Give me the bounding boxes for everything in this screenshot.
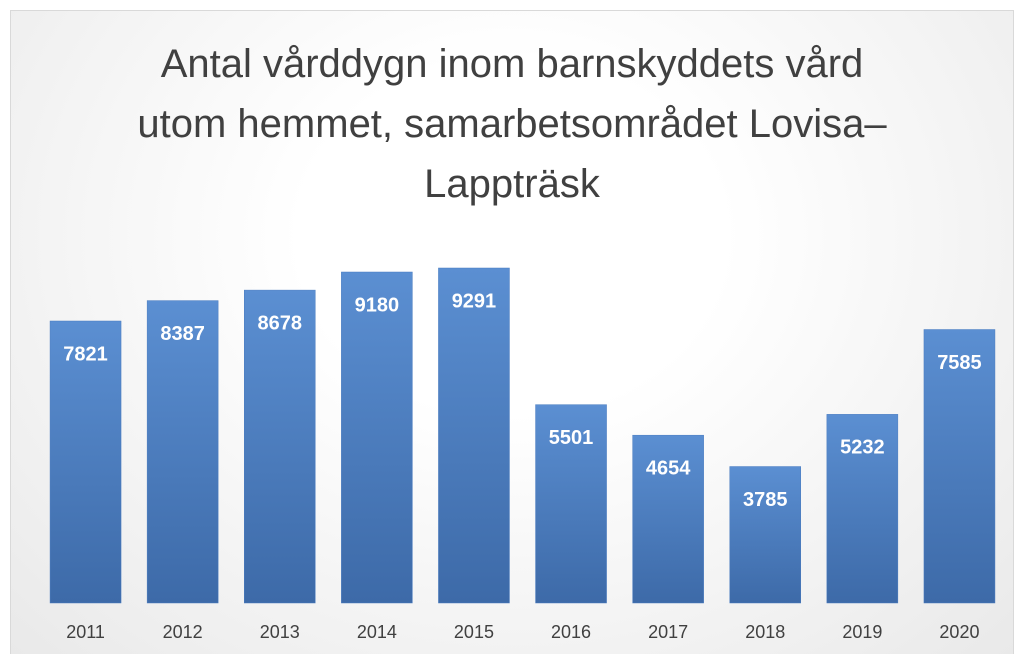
x-tick-label: 2012 [163, 622, 203, 642]
data-label: 8678 [258, 312, 303, 334]
bar [535, 404, 607, 604]
bar [244, 289, 316, 604]
x-tick-label: 2015 [454, 622, 494, 642]
x-tick-label: 2017 [648, 622, 688, 642]
bar [632, 434, 704, 604]
x-tick-label: 2016 [551, 622, 591, 642]
data-label: 8387 [160, 323, 205, 345]
data-label: 5501 [549, 427, 594, 449]
x-tick-label: 2011 [66, 622, 105, 642]
data-label: 4654 [646, 457, 691, 479]
bar [729, 466, 801, 604]
x-tick-label: 2014 [357, 622, 397, 642]
data-label: 7821 [63, 343, 108, 365]
data-label: 9180 [355, 294, 400, 316]
bar [438, 267, 510, 604]
x-tick-label: 2020 [939, 622, 979, 642]
bar [341, 271, 413, 604]
x-tick-label: 2019 [842, 622, 882, 642]
bar [49, 320, 122, 604]
bar [826, 414, 899, 604]
data-label: 7585 [937, 352, 982, 374]
data-label: 3785 [743, 489, 788, 511]
data-label: 9291 [452, 290, 497, 312]
bar [146, 300, 219, 604]
x-tick-label: 2013 [260, 622, 300, 642]
data-label: 5232 [840, 437, 885, 459]
chart-title: Antal vårddygn inom barnskyddets vård ut… [137, 42, 887, 206]
bar [923, 329, 996, 604]
x-tick-label: 2018 [745, 622, 785, 642]
